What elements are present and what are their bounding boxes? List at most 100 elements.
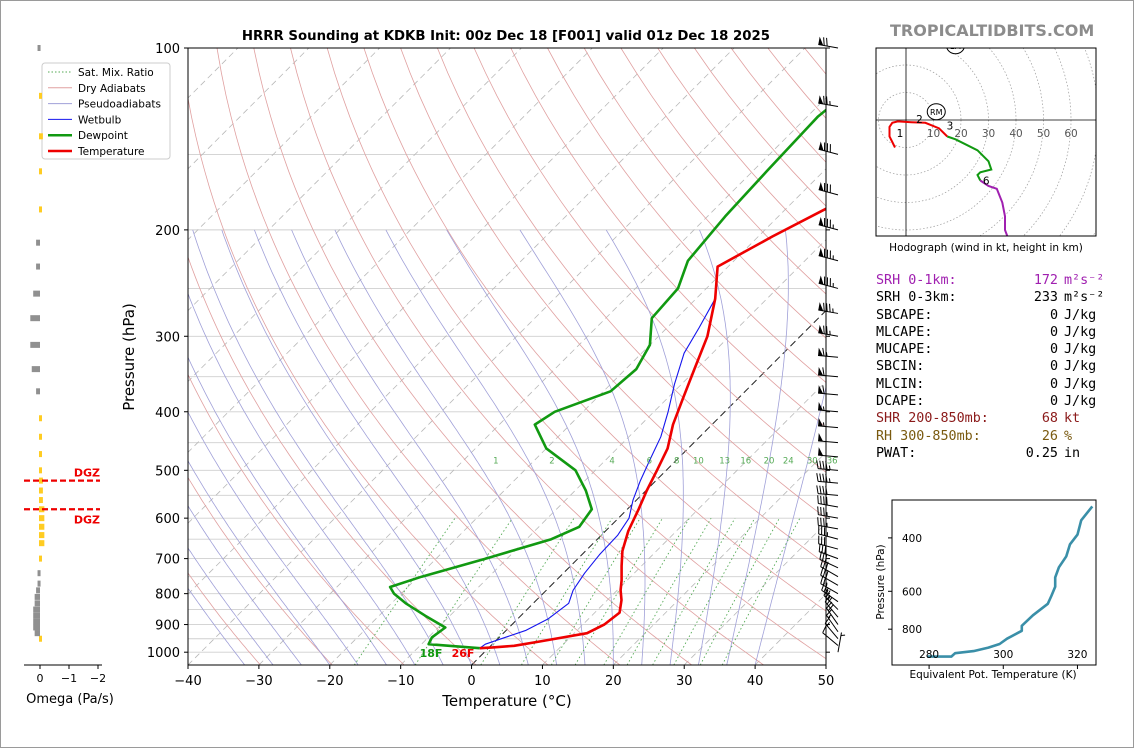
legend-label: Temperature bbox=[77, 146, 145, 158]
barb-staff bbox=[818, 503, 839, 508]
omega-bar bbox=[33, 606, 40, 613]
wind-barb bbox=[818, 181, 839, 196]
index-label: SRH 0-1km: bbox=[876, 273, 957, 288]
index-row: SRH 0-1km: 172 m²s⁻² bbox=[876, 272, 1104, 289]
barb-full bbox=[822, 568, 827, 577]
mixing-ratio-label: 13 bbox=[719, 457, 730, 467]
barb-staff bbox=[818, 514, 839, 519]
barb-full bbox=[821, 544, 824, 553]
brand-watermark: TROPICALTIDBITS.COM bbox=[890, 21, 1095, 40]
index-unit: m²s⁻² bbox=[1064, 290, 1105, 306]
omega-bar bbox=[39, 92, 42, 99]
theta-e-frame bbox=[891, 499, 1097, 666]
barb-half bbox=[825, 352, 828, 357]
barb-staff bbox=[818, 189, 839, 196]
mixing-ratio-line bbox=[652, 517, 736, 665]
omega-bar bbox=[33, 612, 40, 619]
barb-full bbox=[817, 495, 819, 504]
wind-barb bbox=[826, 608, 839, 633]
barb-half bbox=[827, 614, 832, 619]
omega-bar bbox=[39, 515, 45, 522]
omega-bar bbox=[39, 497, 43, 504]
wind-barb bbox=[818, 543, 839, 560]
barb-staff bbox=[821, 589, 839, 603]
hodograph-ring-label: 40 bbox=[1009, 128, 1022, 140]
dry-adiabat bbox=[188, 476, 333, 665]
wind-barb bbox=[819, 551, 839, 569]
barb-full bbox=[825, 461, 828, 470]
barb-full bbox=[826, 326, 828, 335]
barb-half bbox=[825, 582, 828, 587]
pseudoadiabat bbox=[254, 229, 501, 665]
x-tick-label: 40 bbox=[747, 674, 764, 689]
wind-barb bbox=[818, 432, 839, 444]
barb-full bbox=[820, 575, 824, 584]
theta-e-profile bbox=[927, 505, 1094, 658]
barb-flag bbox=[818, 432, 824, 442]
wind-barb bbox=[818, 347, 839, 358]
theta-e-x-tick-label: 300 bbox=[993, 649, 1013, 661]
surface-dewpoint-label: 18F bbox=[420, 647, 443, 660]
barb-flag bbox=[818, 447, 824, 456]
omega-bar bbox=[39, 523, 45, 530]
omega-bar bbox=[34, 593, 40, 600]
barb-half bbox=[828, 465, 831, 470]
barb-staff bbox=[819, 551, 839, 560]
index-row: SBCIN: 0 J/kg bbox=[876, 358, 1104, 375]
barb-full bbox=[827, 604, 835, 611]
hodograph-caption: Hodograph (wind in kt, height in km) bbox=[889, 242, 1083, 254]
barb-flag bbox=[818, 385, 824, 394]
wind-barb bbox=[818, 525, 839, 540]
pseudoadiabat bbox=[192, 229, 444, 665]
barb-staff bbox=[826, 607, 839, 625]
omega-bar bbox=[36, 388, 40, 395]
index-value: 0 bbox=[1049, 394, 1058, 410]
x-tick-label: −10 bbox=[387, 674, 414, 689]
barb-flag bbox=[818, 302, 824, 311]
pseudoadiabat bbox=[188, 292, 416, 665]
index-row: MLCAPE: 0 J/kg bbox=[876, 324, 1104, 341]
barb-full bbox=[823, 518, 825, 527]
barb-staff bbox=[818, 493, 839, 496]
index-row: DCAPE: 0 J/kg bbox=[876, 393, 1104, 410]
index-value: 0 bbox=[1049, 307, 1058, 323]
dry-adiabat bbox=[547, 48, 826, 383]
isotherm bbox=[329, 168, 826, 665]
barb-staff bbox=[820, 566, 839, 578]
barb-full bbox=[826, 496, 828, 506]
omega-bar bbox=[39, 451, 42, 458]
x-tick-label: 0 bbox=[467, 674, 475, 689]
isotherm bbox=[683, 522, 826, 665]
isotherm bbox=[258, 97, 826, 665]
index-value: 26 bbox=[1041, 428, 1058, 444]
barb-flag bbox=[818, 347, 824, 356]
dry-adiabat bbox=[290, 48, 764, 665]
barb-staff bbox=[818, 392, 839, 396]
barb-staff bbox=[818, 282, 839, 289]
wind-barb bbox=[818, 302, 839, 314]
x-tick-label: −30 bbox=[245, 674, 272, 689]
index-label: MLCAPE: bbox=[876, 324, 933, 340]
dry-adiabat bbox=[473, 48, 826, 473]
mixing-ratio-label: 1 bbox=[493, 457, 498, 467]
pseudoadiabat bbox=[726, 229, 789, 665]
barb-full bbox=[822, 460, 825, 470]
index-row: RH 300-850mb: 26% bbox=[876, 428, 1104, 445]
index-value: 0 bbox=[1049, 376, 1058, 392]
wind-barbs bbox=[816, 36, 846, 653]
omega-bar bbox=[31, 366, 40, 373]
isotherm bbox=[613, 451, 826, 665]
legend-label: Sat. Mix. Ratio bbox=[78, 67, 154, 79]
index-unit: % bbox=[1064, 428, 1073, 444]
barb-staff bbox=[818, 148, 839, 155]
barb-full bbox=[823, 37, 825, 46]
barb-flag bbox=[818, 141, 824, 151]
barb-staff bbox=[818, 543, 839, 550]
barb-staff bbox=[818, 533, 839, 540]
omega-bar bbox=[39, 168, 42, 175]
y-tick-label: 700 bbox=[155, 553, 180, 568]
omega-bar bbox=[34, 600, 40, 607]
barb-full bbox=[824, 616, 831, 624]
dry-adiabat bbox=[253, 48, 692, 665]
